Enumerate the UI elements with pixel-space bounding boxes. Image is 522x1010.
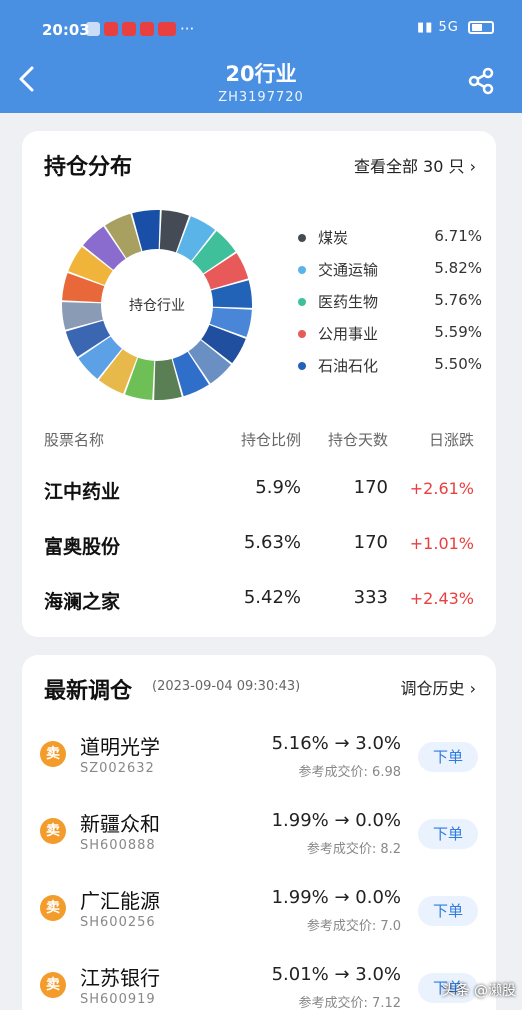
stock-name: 富奥股份: [44, 536, 121, 558]
legend-dot: [298, 330, 306, 338]
back-button[interactable]: [14, 64, 40, 94]
network-type: 5G: [438, 20, 459, 35]
legend-pct: 5.82%: [434, 259, 482, 277]
rebalance-history-link[interactable]: 调仓历史 ›: [400, 679, 477, 698]
legend-pct: 5.76%: [434, 291, 482, 309]
app-badge-icon: [158, 22, 176, 36]
page-subtitle: ZH3197720: [218, 90, 304, 105]
status-right-icons: ▮▮ 5G: [417, 20, 494, 35]
holdings-title: 持仓分布: [44, 155, 133, 180]
trade-ref-price: 参考成交价: 7.0: [306, 919, 401, 934]
holding-ratio: 5.63%: [243, 532, 301, 553]
holding-ratio: 5.9%: [255, 477, 301, 498]
list-item: 卖 广汇能源 SH600256 1.99% → 0.0% 参考成交价: 7.0 …: [22, 879, 496, 955]
column-header-name: 股票名称: [44, 431, 105, 449]
legend-dot: [298, 362, 306, 370]
legend-name: 石油石化: [318, 357, 379, 375]
holding-ratio: 5.42%: [243, 587, 301, 608]
column-header-days: 持仓天数: [327, 431, 388, 449]
legend-pct: 6.71%: [434, 227, 482, 245]
stock-name: 江中药业: [44, 481, 121, 503]
trade-stock-code: SH600256: [80, 915, 156, 930]
trade-stock-name: 广汇能源: [80, 889, 160, 913]
trade-stock-code: SH600888: [80, 838, 156, 853]
trade-ref-price: 参考成交价: 7.12: [298, 996, 401, 1010]
battery-icon: [468, 21, 494, 34]
app-badge-icon: [122, 22, 136, 36]
legend-item: 煤炭 6.71%: [292, 224, 482, 256]
signal-icon: ▮▮: [417, 20, 434, 35]
status-notification-icons: ···: [86, 20, 194, 38]
holding-days: 170: [353, 477, 388, 498]
legend-item: 医药生物 5.76%: [292, 288, 482, 320]
legend-item: 石油石化 5.50%: [292, 352, 482, 384]
trade-ref-price: 参考成交价: 8.2: [306, 842, 401, 857]
legend-item: 公用事业 5.59%: [292, 320, 482, 352]
legend-name: 交通运输: [318, 261, 379, 279]
place-order-button[interactable]: 下单: [418, 973, 478, 1003]
donut-center-label: 持仓行业: [129, 298, 185, 314]
stock-name: 海澜之家: [44, 591, 121, 613]
place-order-button[interactable]: 下单: [418, 819, 478, 849]
rebalance-card: 最新调仓 (2023-09-04 09:30:43) 调仓历史 › 卖 道明光学…: [22, 655, 496, 1010]
trade-stock-code: SZ002632: [80, 761, 155, 776]
chevron-left-icon: [19, 66, 34, 92]
trade-weight-change: 1.99% → 0.0%: [271, 887, 401, 908]
trade-weight-change: 1.99% → 0.0%: [271, 810, 401, 831]
column-header-ratio: 持仓比例: [240, 431, 301, 449]
daily-change: +2.43%: [409, 589, 474, 608]
legend-name: 公用事业: [318, 325, 379, 343]
sell-icon: 卖: [40, 895, 66, 921]
watermark: 头条 @濑股: [441, 983, 516, 999]
rebalance-time: (2023-09-04 09:30:43): [152, 679, 301, 694]
legend-pct: 5.50%: [434, 355, 482, 373]
sell-icon: 卖: [40, 818, 66, 844]
legend-name: 煤炭: [318, 229, 349, 247]
legend-pct: 5.59%: [434, 323, 482, 341]
table-row[interactable]: 富奥股份 5.63% 170 +1.01%: [22, 532, 496, 586]
app-badge-icon: [104, 22, 118, 36]
notification-icon: [86, 22, 100, 36]
status-time: 20:03: [42, 21, 90, 39]
rebalance-title: 最新调仓: [44, 679, 133, 704]
list-item: 卖 新疆众和 SH600888 1.99% → 0.0% 参考成交价: 8.2 …: [22, 802, 496, 878]
column-header-change: 日涨跌: [428, 431, 474, 449]
legend-dot: [298, 298, 306, 306]
holding-days: 333: [353, 587, 388, 608]
page-title: 20行业: [225, 62, 297, 86]
legend-item: 交通运输 5.82%: [292, 256, 482, 288]
trade-stock-name: 新疆众和: [80, 812, 160, 836]
holdings-card: 持仓分布 查看全部 30 只 › 持仓行业 煤炭 6.71% 交通运输 5.82…: [22, 131, 496, 637]
sell-icon: 卖: [40, 741, 66, 767]
table-row[interactable]: 海澜之家 5.42% 333 +2.43%: [22, 587, 496, 641]
table-row[interactable]: 江中药业 5.9% 170 +2.61%: [22, 477, 496, 531]
list-item: 卖 江苏银行 SH600919 5.01% → 3.0% 参考成交价: 7.12…: [22, 956, 496, 1010]
trade-stock-name: 道明光学: [80, 735, 160, 759]
app-header: 20:03 ··· ▮▮ 5G 20行业 ZH3197720: [0, 0, 522, 113]
share-button[interactable]: [466, 66, 496, 96]
holdings-donut-chart: 持仓行业: [62, 210, 252, 400]
more-dots-icon: ···: [180, 20, 195, 38]
daily-change: +2.61%: [409, 479, 474, 498]
share-icon: [468, 67, 494, 95]
donut-legend: 煤炭 6.71% 交通运输 5.82% 医药生物 5.76% 公用事业 5.59…: [292, 224, 482, 384]
legend-name: 医药生物: [318, 293, 379, 311]
legend-dot: [298, 234, 306, 242]
view-all-link[interactable]: 查看全部 30 只 ›: [353, 157, 476, 176]
place-order-button[interactable]: 下单: [418, 896, 478, 926]
daily-change: +1.01%: [409, 534, 474, 553]
trade-weight-change: 5.01% → 3.0%: [271, 964, 401, 985]
holding-days: 170: [353, 532, 388, 553]
trade-stock-code: SH600919: [80, 992, 156, 1007]
status-bar: 20:03 ··· ▮▮ 5G: [0, 0, 522, 42]
trade-stock-name: 江苏银行: [80, 966, 160, 990]
app-badge-icon: [140, 22, 154, 36]
trade-ref-price: 参考成交价: 6.98: [298, 765, 401, 780]
list-item: 卖 道明光学 SZ002632 5.16% → 3.0% 参考成交价: 6.98…: [22, 725, 496, 801]
place-order-button[interactable]: 下单: [418, 742, 478, 772]
legend-dot: [298, 266, 306, 274]
trade-weight-change: 5.16% → 3.0%: [271, 733, 401, 754]
header-title-block: 20行业 ZH3197720: [0, 58, 522, 105]
sell-icon: 卖: [40, 972, 66, 998]
